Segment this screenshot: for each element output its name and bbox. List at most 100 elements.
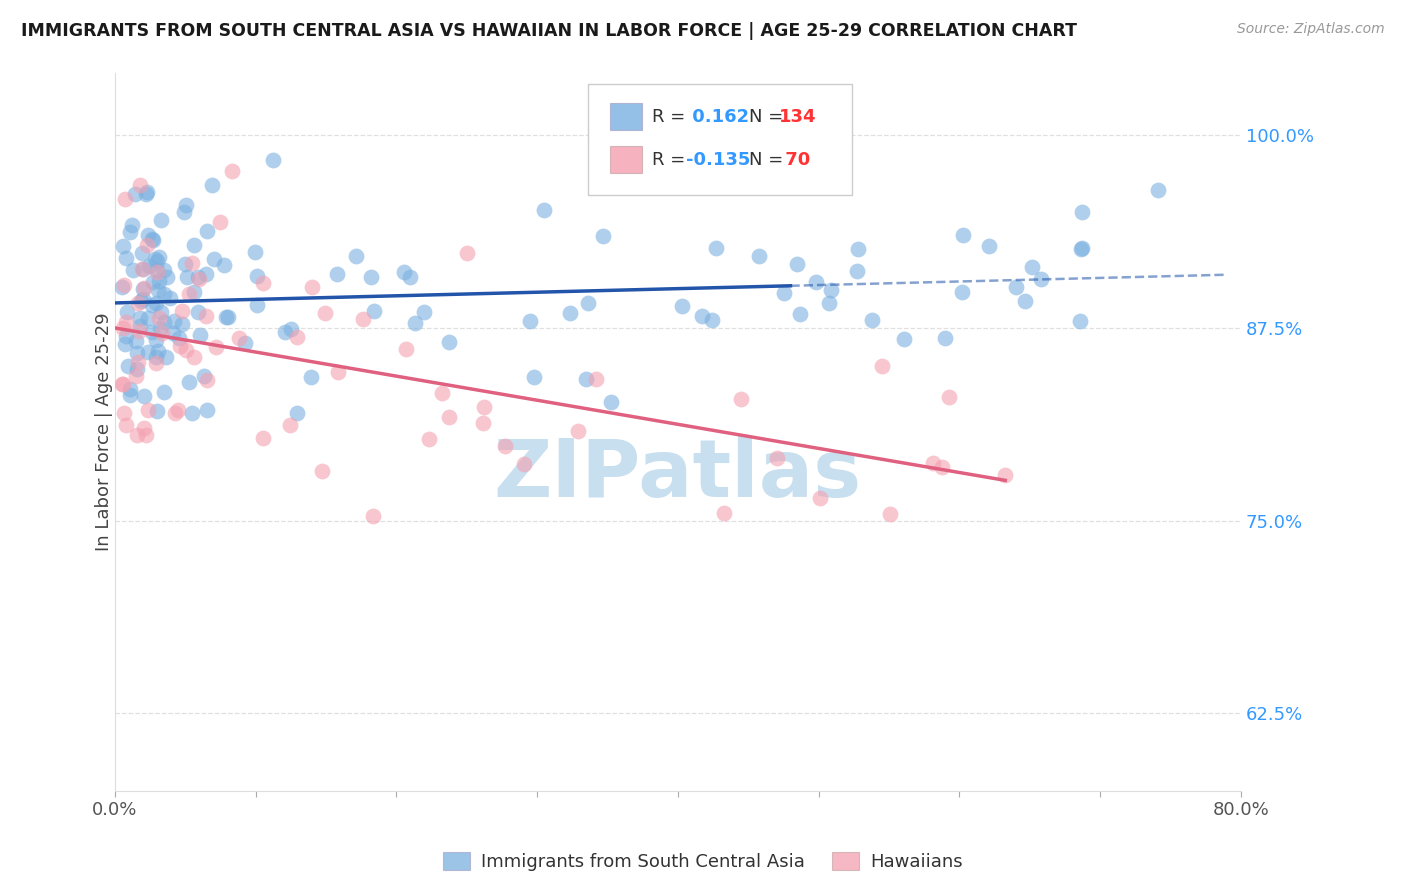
Point xyxy=(585,372,607,386)
FancyBboxPatch shape xyxy=(610,146,643,173)
Point xyxy=(228,331,250,345)
Point xyxy=(145,253,167,268)
Point xyxy=(193,369,215,384)
Point xyxy=(412,304,434,318)
Point xyxy=(146,343,169,358)
Point xyxy=(599,394,621,409)
Point xyxy=(846,264,869,278)
Point xyxy=(120,382,142,396)
Point xyxy=(404,316,426,330)
Point xyxy=(1070,243,1092,257)
Point xyxy=(217,310,239,324)
Point xyxy=(145,265,167,279)
Point xyxy=(773,286,796,301)
Point xyxy=(513,457,536,471)
Text: N =: N = xyxy=(749,108,789,126)
Point xyxy=(274,325,297,339)
Point xyxy=(138,259,160,273)
Point xyxy=(432,386,454,401)
Point xyxy=(201,178,224,192)
Point xyxy=(117,359,139,374)
Point xyxy=(471,416,494,430)
Point xyxy=(931,460,953,475)
Point xyxy=(183,350,205,364)
Point xyxy=(135,187,157,202)
Point xyxy=(136,403,159,417)
Point xyxy=(806,275,828,289)
Point xyxy=(592,229,614,244)
Point xyxy=(285,405,308,419)
Point xyxy=(181,255,204,269)
Point xyxy=(146,283,169,297)
Point xyxy=(671,299,693,313)
Point xyxy=(252,276,274,290)
Point xyxy=(132,292,155,306)
Point xyxy=(252,431,274,445)
Point xyxy=(576,296,599,310)
Y-axis label: In Labor Force | Age 25-29: In Labor Force | Age 25-29 xyxy=(96,312,112,551)
Point xyxy=(122,262,145,277)
Point xyxy=(246,297,269,311)
Point xyxy=(128,324,150,338)
Point xyxy=(177,286,200,301)
Point xyxy=(860,313,883,327)
Point xyxy=(766,450,789,465)
Point xyxy=(128,311,150,326)
Point xyxy=(134,389,156,403)
Point xyxy=(188,271,211,285)
Point xyxy=(921,457,943,471)
Point xyxy=(418,433,440,447)
Point xyxy=(180,405,202,419)
Point xyxy=(131,261,153,276)
Point xyxy=(1014,293,1036,308)
Point xyxy=(361,509,384,524)
Point xyxy=(789,307,811,321)
Point xyxy=(820,283,842,297)
Point xyxy=(437,334,460,349)
Point xyxy=(150,305,173,319)
Point xyxy=(127,428,149,442)
Text: ZIPatlas: ZIPatlas xyxy=(494,436,862,514)
Point xyxy=(1071,241,1094,255)
Point xyxy=(818,295,841,310)
Point xyxy=(167,403,190,417)
Text: IMMIGRANTS FROM SOUTH CENTRAL ASIA VS HAWAIIAN IN LABOR FORCE | AGE 25-29 CORREL: IMMIGRANTS FROM SOUTH CENTRAL ASIA VS HA… xyxy=(21,22,1077,40)
Point xyxy=(148,250,170,264)
Point xyxy=(124,186,146,201)
Point xyxy=(134,420,156,434)
Point xyxy=(112,278,135,293)
Point xyxy=(523,370,546,384)
Point xyxy=(870,359,893,374)
Point xyxy=(129,319,152,334)
Point xyxy=(205,339,228,353)
Point xyxy=(437,409,460,424)
Point xyxy=(115,315,138,329)
Point xyxy=(1005,279,1028,293)
Point xyxy=(285,330,308,344)
Text: -0.135: -0.135 xyxy=(686,151,751,169)
Point xyxy=(560,305,582,319)
Point xyxy=(1071,205,1094,219)
Point xyxy=(215,310,238,325)
Point xyxy=(115,251,138,265)
Point xyxy=(163,406,186,420)
Point xyxy=(159,292,181,306)
Point xyxy=(575,372,598,386)
Point xyxy=(141,232,163,246)
FancyBboxPatch shape xyxy=(588,84,852,195)
Point xyxy=(533,202,555,217)
Point xyxy=(112,406,135,420)
Point xyxy=(713,506,735,520)
Point xyxy=(246,268,269,283)
Point xyxy=(114,192,136,206)
Point xyxy=(129,293,152,308)
Point xyxy=(114,336,136,351)
Point xyxy=(143,252,166,267)
Point xyxy=(127,362,149,376)
Point xyxy=(148,274,170,288)
Point xyxy=(314,305,336,319)
Point xyxy=(132,262,155,277)
Point xyxy=(179,376,201,390)
Point xyxy=(395,343,418,357)
Point xyxy=(146,403,169,417)
